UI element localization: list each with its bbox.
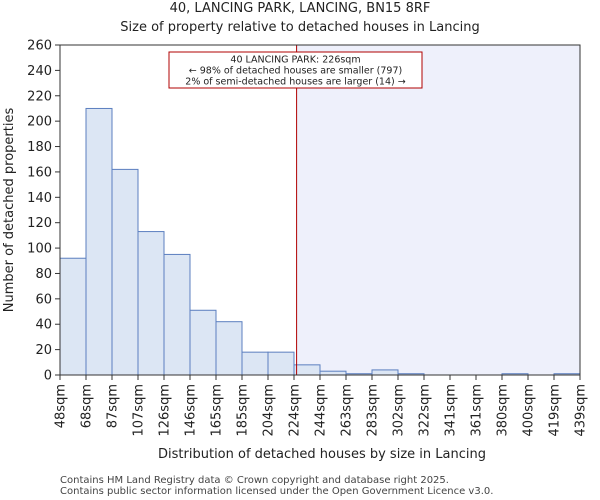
annotation-line-1: 40 LANCING PARK: 226sqm [230, 55, 360, 66]
x-tick-label: 400sqm [522, 384, 537, 437]
y-tick-label: 100 [27, 242, 52, 257]
histogram-bar [267, 351, 295, 376]
y-tick-label: 40 [35, 318, 52, 333]
y-tick-label: 120 [27, 216, 52, 231]
x-tick-label: 48sqm [54, 384, 69, 428]
histogram-bar [241, 351, 269, 376]
histogram-bar [371, 369, 399, 376]
histogram-bar [163, 253, 191, 376]
histogram-bar [111, 168, 139, 376]
x-tick-label: 439sqm [574, 384, 589, 437]
x-tick-label: 107sqm [132, 384, 147, 437]
histogram-bar [59, 257, 87, 376]
x-tick-label: 146sqm [184, 384, 199, 437]
y-axis-label: Number of detached properties [2, 108, 17, 313]
y-tick-label: 220 [27, 89, 52, 104]
x-tick-label: 302sqm [392, 384, 407, 437]
histogram-bar [319, 370, 347, 376]
histogram-bar [137, 231, 165, 376]
x-tick-label: 126sqm [158, 384, 173, 437]
x-tick-label: 361sqm [470, 384, 485, 437]
chart-subtitle: Size of property relative to detached ho… [120, 20, 480, 35]
x-tick-label: 341sqm [444, 384, 459, 437]
histogram-bar [293, 364, 321, 376]
y-tick-label: 160 [27, 165, 52, 180]
x-tick-label: 165sqm [210, 384, 225, 437]
x-tick-label: 244sqm [314, 384, 329, 437]
annotation-box [168, 51, 423, 89]
x-tick-label: 224sqm [288, 384, 303, 437]
y-tick-label: 20 [35, 343, 52, 358]
x-tick-label: 419sqm [548, 384, 563, 437]
footer-line-1: Contains HM Land Registry data © Crown c… [60, 475, 449, 486]
y-tick-label: 80 [35, 267, 52, 282]
x-tick-label: 322sqm [418, 384, 433, 437]
histogram-bar [189, 309, 217, 376]
y-tick-label: 240 [27, 64, 52, 79]
x-tick-label: 87sqm [106, 384, 121, 428]
y-tick-label: 180 [27, 140, 52, 155]
x-tick-label: 283sqm [366, 384, 381, 437]
y-tick-label: 260 [27, 39, 52, 54]
y-tick-label: 0 [44, 369, 52, 384]
histogram-bar [85, 107, 113, 376]
x-tick-label: 185sqm [236, 384, 251, 437]
annotation-line-2: ← 98% of detached houses are smaller (79… [189, 66, 402, 77]
histogram-bar [215, 321, 243, 376]
y-tick-label: 60 [35, 292, 52, 307]
x-tick-label: 263sqm [340, 384, 355, 437]
x-tick-label: 380sqm [496, 384, 511, 437]
x-tick-label: 204sqm [262, 384, 277, 437]
footer-line-2: Contains public sector information licen… [60, 486, 493, 497]
y-tick-label: 140 [27, 191, 52, 206]
x-axis-label: Distribution of detached houses by size … [158, 447, 486, 462]
plot-area: 0 20 40 60 80 100 120 140 160 180 200 220 240 260 48sq… [27, 39, 588, 437]
y-tick-label: 200 [27, 115, 52, 130]
annotation-line-3: 2% of semi-detached houses are larger (1… [185, 77, 405, 88]
chart-title: 40, LANCING PARK, LANCING, BN15 8RF [170, 1, 431, 16]
larger-region-highlight [296, 45, 580, 375]
x-tick-label: 68sqm [80, 384, 95, 428]
